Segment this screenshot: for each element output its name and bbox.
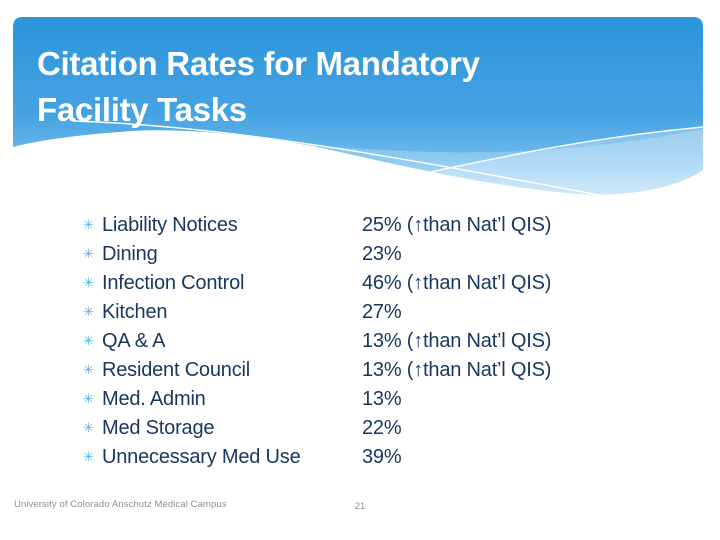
slide-number: 21 bbox=[354, 501, 366, 512]
slide-title: Citation Rates for Mandatory Facility Ta… bbox=[37, 41, 677, 133]
slide-title-line1: Citation Rates for Mandatory bbox=[37, 45, 480, 82]
asterisk-bullet-icon: ✳ bbox=[83, 420, 94, 435]
list-item: ✳ Med Storage 22% bbox=[83, 414, 683, 443]
task-label: Liability Notices bbox=[102, 214, 238, 236]
list-item: ✳ Med. Admin 13% bbox=[83, 385, 683, 414]
citation-rate-value: 13% (↑than Nat’l QIS) bbox=[362, 359, 552, 381]
task-label: Med Storage bbox=[102, 417, 215, 439]
asterisk-bullet-icon: ✳ bbox=[83, 333, 94, 348]
list-item: ✳ Unnecessary Med Use 39% bbox=[83, 443, 683, 472]
list-item: ✳ Liability Notices 25% (↑than Nat’l QIS… bbox=[83, 211, 683, 240]
asterisk-bullet-icon: ✳ bbox=[83, 304, 94, 319]
footer-organization: University of Colorado Anschutz Medical … bbox=[14, 499, 227, 510]
asterisk-bullet-icon: ✳ bbox=[83, 362, 94, 377]
task-label: Resident Council bbox=[102, 359, 250, 381]
task-label: Med. Admin bbox=[102, 388, 206, 410]
citation-rate-value: 13% bbox=[362, 388, 402, 410]
task-label: QA & A bbox=[102, 330, 166, 352]
task-label: Kitchen bbox=[102, 301, 168, 323]
list-item: ✳ Infection Control 46% (↑than Nat’l QIS… bbox=[83, 269, 683, 298]
citation-rate-value: 23% bbox=[362, 243, 402, 265]
citation-rate-value: 27% bbox=[362, 301, 402, 323]
list-item: ✳ Dining 23% bbox=[83, 240, 683, 269]
asterisk-bullet-icon: ✳ bbox=[83, 449, 94, 464]
list-item: ✳ Resident Council 13% (↑than Nat’l QIS) bbox=[83, 356, 683, 385]
citation-rate-value: 13% (↑than Nat’l QIS) bbox=[362, 330, 552, 352]
citation-rate-value: 22% bbox=[362, 417, 402, 439]
asterisk-bullet-icon: ✳ bbox=[83, 275, 94, 290]
citation-rate-value: 46% (↑than Nat’l QIS) bbox=[362, 272, 552, 294]
task-label: Infection Control bbox=[102, 272, 245, 294]
list-item: ✳ Kitchen 27% bbox=[83, 298, 683, 327]
slide-title-line2: Facility Tasks bbox=[37, 91, 247, 128]
task-label: Unnecessary Med Use bbox=[102, 446, 301, 468]
citation-rate-value: 25% (↑than Nat’l QIS) bbox=[362, 214, 552, 236]
citation-rate-list: ✳ Liability Notices 25% (↑than Nat’l QIS… bbox=[83, 211, 683, 472]
task-label: Dining bbox=[102, 243, 158, 265]
asterisk-bullet-icon: ✳ bbox=[83, 217, 94, 232]
header-banner-shape bbox=[13, 17, 703, 195]
citation-rate-value: 39% bbox=[362, 446, 402, 468]
list-item: ✳ QA & A 13% (↑than Nat’l QIS) bbox=[83, 327, 683, 356]
header-wave-art bbox=[13, 17, 703, 195]
asterisk-bullet-icon: ✳ bbox=[83, 246, 94, 261]
asterisk-bullet-icon: ✳ bbox=[83, 391, 94, 406]
wave-line-descending bbox=[72, 120, 634, 195]
